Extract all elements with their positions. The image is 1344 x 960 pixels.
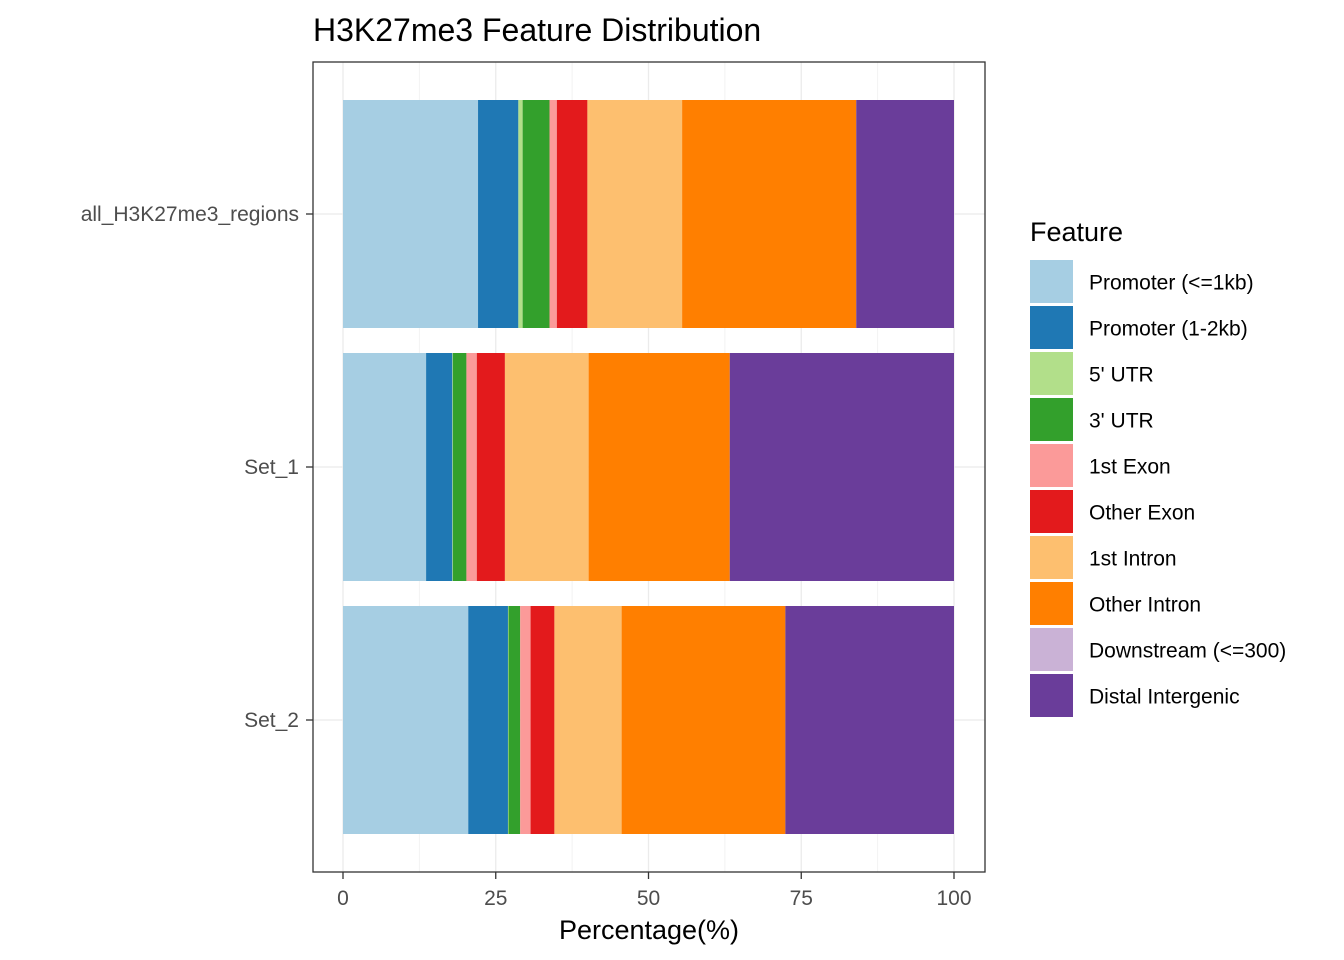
bar-segment (682, 100, 857, 328)
legend-key (1030, 628, 1073, 671)
bar-segment (588, 353, 730, 581)
legend: Feature Promoter (<=1kb) Promoter (1-2kb)… (1030, 217, 1286, 717)
legend-items: Promoter (<=1kb) Promoter (1-2kb) 5' UTR 3'… (1030, 260, 1286, 717)
legend-key (1030, 444, 1073, 487)
x-tick-label: 50 (637, 887, 660, 910)
x-tick-label: 100 (936, 887, 971, 910)
legend-label: Other Intron (1089, 594, 1201, 617)
legend-label: Promoter (1-2kb) (1089, 318, 1248, 341)
bar-segment (518, 100, 523, 328)
chart-title: H3K27me3 Feature Distribution (313, 12, 761, 48)
legend-key (1030, 398, 1073, 441)
legend-label: 1st Exon (1089, 456, 1171, 479)
bar-segment (452, 353, 467, 581)
x-axis-title: Percentage(%) (559, 915, 739, 945)
bar-segment (549, 100, 557, 328)
bar-segment (520, 606, 531, 834)
y-tick-label: Set_2 (244, 709, 299, 732)
bar-layer (343, 100, 954, 834)
x-tick-label: 0 (337, 887, 349, 910)
bar-segment (466, 353, 477, 581)
legend-key (1030, 582, 1073, 625)
legend-key (1030, 352, 1073, 395)
legend-key (1030, 674, 1073, 717)
axis-layer: 0 25 50 75 100 all_H3K27me3_regions Set_1 Set_2 (81, 203, 972, 910)
legend-label: Promoter (<=1kb) (1089, 272, 1254, 295)
legend-key (1030, 260, 1073, 303)
bar-segment (530, 606, 555, 834)
bar-segment (508, 606, 521, 834)
bar-segment (468, 606, 508, 834)
bar-segment (522, 100, 550, 328)
legend-label: 5' UTR (1089, 364, 1154, 387)
legend-title: Feature (1030, 217, 1123, 247)
bar-segment (856, 100, 954, 328)
x-tick-label: 75 (790, 887, 813, 910)
bar-segment (476, 353, 505, 581)
bar-segment (478, 100, 519, 328)
bar-segment (554, 606, 622, 834)
bar-segment (343, 353, 427, 581)
bar-segment (504, 353, 589, 581)
legend-label: 3' UTR (1089, 410, 1154, 433)
bar-segment (587, 100, 683, 328)
bar-segment (343, 606, 469, 834)
legend-key (1030, 536, 1073, 579)
legend-label: Distal Intergenic (1089, 686, 1240, 709)
bar-segment (556, 100, 588, 328)
y-tick-label: all_H3K27me3_regions (81, 203, 299, 226)
legend-label: Other Exon (1089, 502, 1195, 525)
legend-key (1030, 306, 1073, 349)
legend-label: 1st Intron (1089, 548, 1177, 571)
y-tick-label: Set_1 (244, 456, 299, 479)
bar-segment (621, 606, 786, 834)
bar-segment (729, 353, 954, 581)
x-tick-label: 25 (484, 887, 507, 910)
legend-label: Downstream (<=300) (1089, 640, 1286, 663)
bar-segment (343, 100, 479, 328)
legend-key (1030, 490, 1073, 533)
bar-segment (785, 606, 954, 834)
bar-segment (426, 353, 453, 581)
bar-segment (507, 606, 509, 834)
bar-segment (452, 353, 453, 581)
